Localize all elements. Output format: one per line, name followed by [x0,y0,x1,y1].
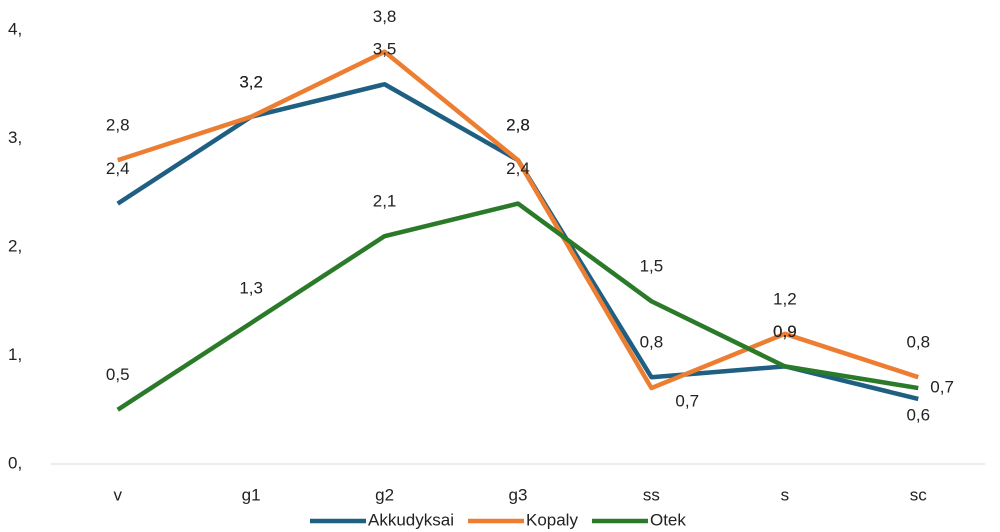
y-tick-label: 0, [8,453,22,472]
data-label: 0,7 [930,378,954,397]
x-tick-label: ss [643,485,660,504]
data-label: 3,8 [373,7,397,26]
data-label: 3,2 [239,72,263,91]
data-label: 0,5 [106,365,130,384]
x-tick-label: g1 [242,485,261,504]
data-label: 1,5 [640,257,664,276]
series-line [117,49,919,391]
data-label: 3,2 [239,72,263,91]
x-tick-label: g2 [375,485,394,504]
x-tick-label: sc [910,485,928,504]
legend-label: Otek [650,510,686,529]
y-tick-label: 3, [8,128,22,147]
series-line [116,201,919,412]
y-tick-label: 2, [8,236,22,255]
data-label: 0,9 [773,322,797,341]
data-label: 2,8 [106,116,130,135]
data-label: 2,4 [506,159,530,178]
legend-label: Kopaly [526,510,578,529]
data-label: 2,4 [106,159,130,178]
data-label: 0,9 [773,322,797,341]
data-label: 3,5 [373,40,397,59]
data-label: 0,6 [906,405,930,424]
data-label: 0,7 [675,392,699,411]
data-label: 2,8 [506,116,530,135]
y-tick-label: 4, [8,19,22,38]
data-label: 2,8 [506,116,530,135]
data-label: 1,3 [239,278,263,297]
data-label: 0,8 [906,333,930,352]
data-label: 0,8 [640,333,664,352]
x-tick-label: g3 [509,485,528,504]
x-tick-label: v [113,485,122,504]
x-tick-label: s [781,485,790,504]
legend-label: Akkudyksai [368,510,454,529]
data-label: 2,1 [373,192,397,211]
data-label: 1,2 [773,289,797,308]
y-tick-label: 1, [8,345,22,364]
